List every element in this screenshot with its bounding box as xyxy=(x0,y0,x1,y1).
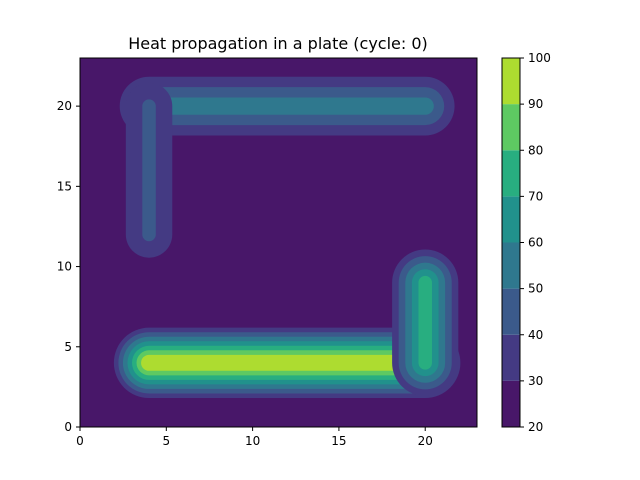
colorbar-band xyxy=(502,288,520,335)
colorbar-band xyxy=(502,380,520,427)
colorbar-tick-label: 30 xyxy=(528,374,543,388)
colorbar-tick-label: 60 xyxy=(528,236,543,250)
plot-frame xyxy=(79,57,478,428)
colorbar-tick-label: 50 xyxy=(528,282,543,296)
colorbar-tick-label: 70 xyxy=(528,189,543,203)
colorbar: 20 30 40 50 60 70 80 90 100 xyxy=(501,51,551,434)
colorbar-band xyxy=(502,196,520,243)
x-tick-label: 15 xyxy=(331,434,346,448)
x-axis: 0 5 10 15 20 xyxy=(76,427,433,448)
y-tick-label: 20 xyxy=(57,99,72,113)
x-tick-label: 20 xyxy=(418,434,433,448)
colorbar-band xyxy=(502,334,520,381)
chart-title: Heat propagation in a plate (cycle: 0) xyxy=(128,34,428,53)
y-tick-label: 15 xyxy=(57,179,72,193)
y-tick-label: 0 xyxy=(64,420,72,434)
colorbar-tick-label: 80 xyxy=(528,143,543,157)
x-tick-label: 10 xyxy=(245,434,260,448)
colorbar-band xyxy=(502,150,520,197)
y-tick-label: 10 xyxy=(57,260,72,274)
plot-area xyxy=(79,57,478,428)
colorbar-tick-label: 100 xyxy=(528,51,551,65)
x-tick-label: 5 xyxy=(162,434,170,448)
colorbar-tick-label: 20 xyxy=(528,420,543,434)
y-tick-label: 5 xyxy=(64,340,72,354)
colorbar-band xyxy=(502,104,520,151)
colorbar-band xyxy=(502,58,520,105)
colorbar-tick-label: 40 xyxy=(528,328,543,342)
y-axis: 0 5 10 15 20 xyxy=(57,99,80,434)
colorbar-band xyxy=(502,242,520,289)
colorbar-tick-label: 90 xyxy=(528,97,543,111)
x-tick-label: 0 xyxy=(76,434,84,448)
